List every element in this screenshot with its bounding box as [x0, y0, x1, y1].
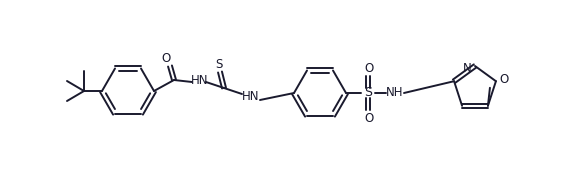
- Text: N: N: [462, 61, 472, 74]
- Text: S: S: [364, 86, 372, 99]
- Text: HN: HN: [243, 90, 260, 104]
- Text: O: O: [499, 73, 509, 86]
- Text: O: O: [364, 111, 373, 124]
- Text: S: S: [215, 58, 223, 70]
- Text: NH: NH: [386, 86, 404, 99]
- Text: HN: HN: [191, 74, 209, 86]
- Text: O: O: [364, 61, 373, 74]
- Text: O: O: [161, 52, 171, 65]
